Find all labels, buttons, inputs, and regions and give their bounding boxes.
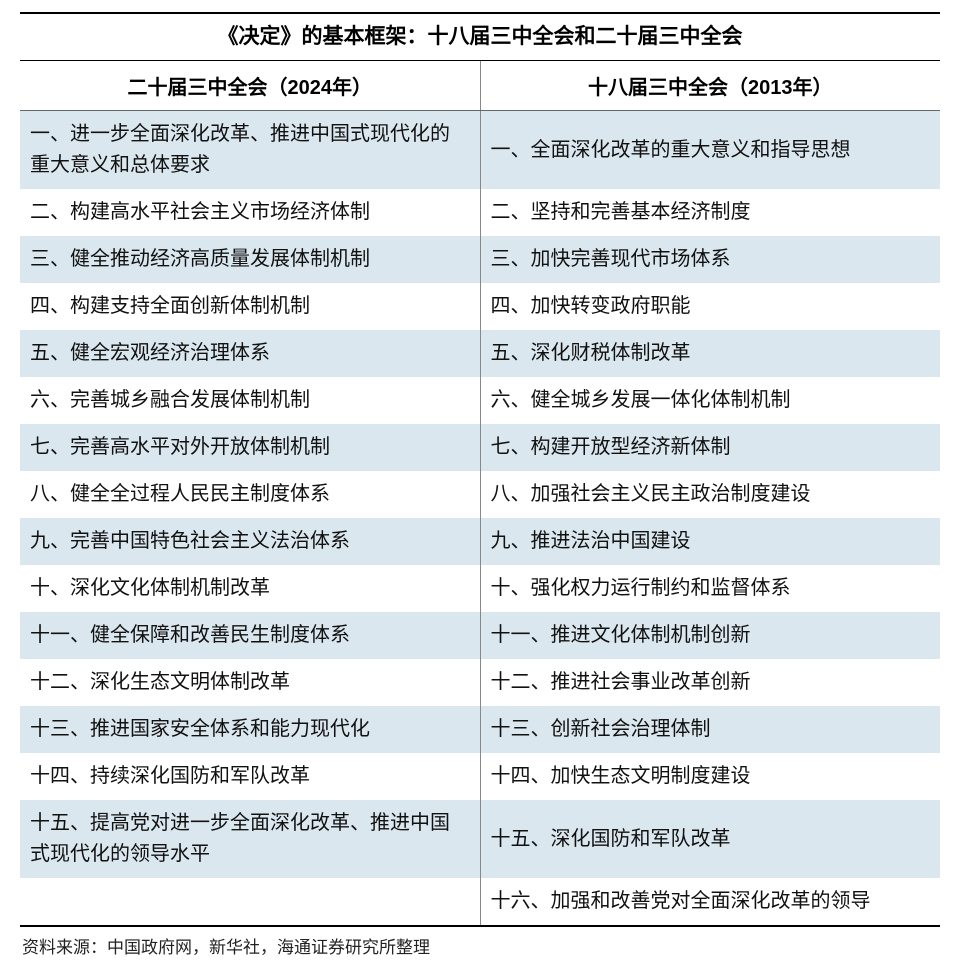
table-row: 一、进一步全面深化改革、推进中国式现代化的重大意义和总体要求一、全面深化改革的重… — [20, 111, 940, 190]
table-row: 十四、持续深化国防和军队改革十四、加快生态文明制度建设 — [20, 753, 940, 800]
cell-left: 十三、推进国家安全体系和能力现代化 — [20, 706, 480, 753]
cell-right: 九、推进法治中国建设 — [480, 518, 940, 565]
cell-right: 十四、加快生态文明制度建设 — [480, 753, 940, 800]
cell-left — [20, 878, 480, 925]
cell-right: 四、加快转变政府职能 — [480, 283, 940, 330]
column-header-left: 二十届三中全会（2024年） — [20, 61, 480, 111]
cell-left: 十一、健全保障和改善民生制度体系 — [20, 612, 480, 659]
cell-right: 六、健全城乡发展一体化体制机制 — [480, 377, 940, 424]
table-row: 十六、加强和改善党对全面深化改革的领导 — [20, 878, 940, 925]
comparison-table: 二十届三中全会（2024年） 十八届三中全会（2013年） 一、进一步全面深化改… — [20, 61, 940, 925]
cell-right: 二、坚持和完善基本经济制度 — [480, 189, 940, 236]
cell-left: 八、健全全过程人民民主制度体系 — [20, 471, 480, 518]
cell-left: 五、健全宏观经济治理体系 — [20, 330, 480, 377]
table-row: 十二、深化生态文明体制改革十二、推进社会事业改革创新 — [20, 659, 940, 706]
table-row: 六、完善城乡融合发展体制机制六、健全城乡发展一体化体制机制 — [20, 377, 940, 424]
cell-left: 十五、提高党对进一步全面深化改革、推进中国式现代化的领导水平 — [20, 800, 480, 878]
cell-left: 十二、深化生态文明体制改革 — [20, 659, 480, 706]
table-title: 《决定》的基本框架：十八届三中全会和二十届三中全会 — [20, 12, 940, 61]
cell-right: 八、加强社会主义民主政治制度建设 — [480, 471, 940, 518]
cell-left: 四、构建支持全面创新体制机制 — [20, 283, 480, 330]
cell-left: 九、完善中国特色社会主义法治体系 — [20, 518, 480, 565]
cell-right: 五、深化财税体制改革 — [480, 330, 940, 377]
cell-left: 六、完善城乡融合发展体制机制 — [20, 377, 480, 424]
table-row: 七、完善高水平对外开放体制机制七、构建开放型经济新体制 — [20, 424, 940, 471]
cell-right: 三、加快完善现代市场体系 — [480, 236, 940, 283]
table-row: 十三、推进国家安全体系和能力现代化十三、创新社会治理体制 — [20, 706, 940, 753]
cell-left: 二、构建高水平社会主义市场经济体制 — [20, 189, 480, 236]
column-header-right: 十八届三中全会（2013年） — [480, 61, 940, 111]
cell-right: 十、强化权力运行制约和监督体系 — [480, 565, 940, 612]
cell-left: 十、深化文化体制机制改革 — [20, 565, 480, 612]
cell-right: 十五、深化国防和军队改革 — [480, 800, 940, 878]
cell-right: 十一、推进文化体制机制创新 — [480, 612, 940, 659]
cell-left: 三、健全推动经济高质量发展体制机制 — [20, 236, 480, 283]
table-row: 八、健全全过程人民民主制度体系八、加强社会主义民主政治制度建设 — [20, 471, 940, 518]
table-row: 十五、提高党对进一步全面深化改革、推进中国式现代化的领导水平十五、深化国防和军队… — [20, 800, 940, 878]
table-row: 五、健全宏观经济治理体系五、深化财税体制改革 — [20, 330, 940, 377]
table-row: 三、健全推动经济高质量发展体制机制三、加快完善现代市场体系 — [20, 236, 940, 283]
cell-left: 一、进一步全面深化改革、推进中国式现代化的重大意义和总体要求 — [20, 111, 480, 190]
cell-left: 七、完善高水平对外开放体制机制 — [20, 424, 480, 471]
cell-right: 一、全面深化改革的重大意义和指导思想 — [480, 111, 940, 190]
table-header-row: 二十届三中全会（2024年） 十八届三中全会（2013年） — [20, 61, 940, 111]
cell-right: 十二、推进社会事业改革创新 — [480, 659, 940, 706]
table-row: 九、完善中国特色社会主义法治体系九、推进法治中国建设 — [20, 518, 940, 565]
cell-left: 十四、持续深化国防和军队改革 — [20, 753, 480, 800]
table-row: 四、构建支持全面创新体制机制四、加快转变政府职能 — [20, 283, 940, 330]
table-row: 十一、健全保障和改善民生制度体系十一、推进文化体制机制创新 — [20, 612, 940, 659]
cell-right: 七、构建开放型经济新体制 — [480, 424, 940, 471]
table-row: 十、深化文化体制机制改革十、强化权力运行制约和监督体系 — [20, 565, 940, 612]
cell-right: 十六、加强和改善党对全面深化改革的领导 — [480, 878, 940, 925]
cell-right: 十三、创新社会治理体制 — [480, 706, 940, 753]
table-row: 二、构建高水平社会主义市场经济体制二、坚持和完善基本经济制度 — [20, 189, 940, 236]
table-body: 一、进一步全面深化改革、推进中国式现代化的重大意义和总体要求一、全面深化改革的重… — [20, 111, 940, 926]
source-citation: 资料来源：中国政府网，新华社，海通证券研究所整理 — [20, 925, 940, 958]
